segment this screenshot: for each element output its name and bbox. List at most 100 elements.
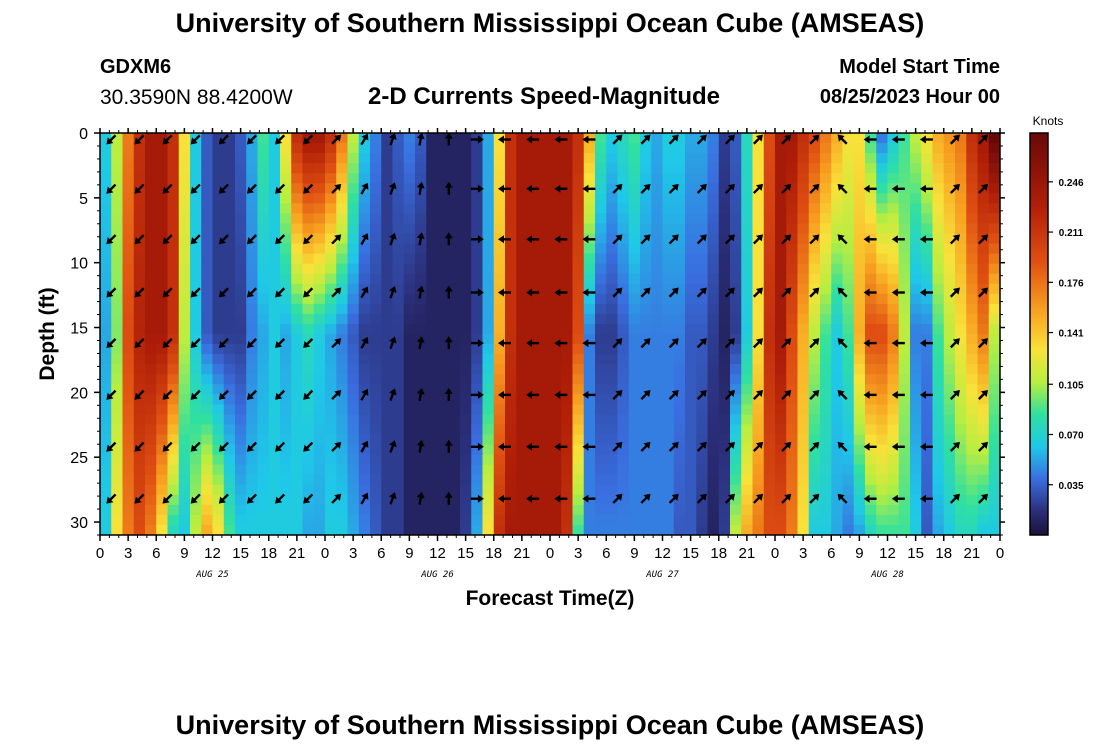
heat-cell xyxy=(583,514,596,526)
heat-cell xyxy=(212,414,225,426)
heat-cell xyxy=(718,283,731,295)
heat-cell xyxy=(572,484,585,496)
heat-cell xyxy=(921,303,934,315)
heat-cell xyxy=(347,253,360,265)
heat-cell xyxy=(685,334,697,345)
heat-cell xyxy=(718,524,731,535)
heat-cell xyxy=(887,334,900,345)
arrow-head xyxy=(919,135,926,144)
heat-cell xyxy=(943,374,956,385)
heat-cell xyxy=(493,323,506,335)
heat-cell xyxy=(257,424,270,436)
heat-cell xyxy=(336,374,349,385)
heat-cell xyxy=(313,424,326,436)
heat-cell xyxy=(865,414,877,426)
heat-cell xyxy=(865,193,877,204)
heat-cell xyxy=(572,153,585,164)
heat-cell xyxy=(786,474,799,486)
heat-cell xyxy=(943,514,956,526)
heat-cell xyxy=(797,444,810,456)
heat-cell xyxy=(403,494,416,506)
heat-cell xyxy=(977,253,990,265)
heat-cell xyxy=(392,404,405,415)
heat-cell xyxy=(685,293,697,305)
heat-cell xyxy=(347,153,360,164)
heat-cell xyxy=(831,223,844,235)
arrow-head xyxy=(106,137,114,145)
heat-cell xyxy=(190,504,202,516)
y-tick-label: 20 xyxy=(70,385,88,402)
heat-cell xyxy=(133,494,146,506)
heat-cell xyxy=(358,364,371,375)
heat-cell xyxy=(943,293,956,305)
heat-cell xyxy=(932,223,945,235)
current-arrow xyxy=(416,133,425,146)
heat-cell xyxy=(122,514,135,526)
heat-cell xyxy=(516,243,529,255)
heat-cell xyxy=(853,414,866,426)
heat-cell xyxy=(223,444,236,456)
arrow-head xyxy=(554,339,561,348)
heat-cell xyxy=(257,143,270,154)
heat-cell xyxy=(235,374,247,385)
arrow-head xyxy=(784,287,792,295)
heat-cell xyxy=(910,424,922,436)
heat-cell xyxy=(595,394,607,405)
heat-cell xyxy=(201,183,214,194)
heat-cell xyxy=(977,394,990,405)
heat-cell xyxy=(673,173,686,184)
heat-cell xyxy=(347,344,360,355)
heat-cell xyxy=(370,223,382,235)
heat-cell xyxy=(437,514,450,526)
heat-cell xyxy=(246,143,259,154)
heat-cell xyxy=(820,414,832,426)
current-arrow xyxy=(891,339,905,348)
heat-cell xyxy=(212,504,225,516)
heat-cell xyxy=(966,173,979,184)
heat-cell xyxy=(358,444,371,456)
heat-cell xyxy=(145,474,157,486)
arrow-head xyxy=(498,235,504,244)
heat-cell xyxy=(403,283,416,295)
heat-cell xyxy=(831,444,844,456)
heat-cell xyxy=(145,434,157,446)
heat-cell xyxy=(898,163,911,174)
heat-cell xyxy=(358,514,371,526)
arrow-head xyxy=(389,440,397,448)
heat-cell xyxy=(246,454,259,466)
heat-cell xyxy=(448,474,461,486)
heat-cell xyxy=(831,494,844,506)
heat-cell xyxy=(741,524,754,535)
heat-cell xyxy=(617,414,630,426)
heat-cell xyxy=(932,384,945,395)
heat-cell xyxy=(775,414,787,426)
heat-cell xyxy=(145,494,157,506)
heat-cell xyxy=(595,233,607,245)
heat-cell xyxy=(392,213,405,225)
colorbar-label: Knots xyxy=(1033,114,1064,128)
heat-cell xyxy=(651,394,664,405)
heat-cell xyxy=(921,243,934,255)
heat-cell xyxy=(538,424,551,436)
heat-cell xyxy=(943,334,956,345)
heat-cell xyxy=(685,263,697,275)
heat-cell xyxy=(122,414,135,426)
heat-cell xyxy=(640,173,652,184)
heat-cell xyxy=(932,494,945,506)
heat-cell xyxy=(482,404,495,415)
heat-cell xyxy=(167,283,180,295)
heat-cell xyxy=(876,153,889,164)
heat-cell xyxy=(122,504,135,516)
heat-cell xyxy=(325,173,337,184)
heat-cell xyxy=(415,243,427,255)
heat-cell xyxy=(831,303,844,315)
arrow-head xyxy=(498,184,504,193)
heat-cell xyxy=(291,474,304,486)
heat-cell xyxy=(280,253,292,265)
heat-cell xyxy=(955,273,967,285)
heat-cell xyxy=(572,233,585,245)
heat-cell xyxy=(190,253,202,265)
heat-cell xyxy=(167,524,180,535)
heat-cell xyxy=(392,484,405,496)
